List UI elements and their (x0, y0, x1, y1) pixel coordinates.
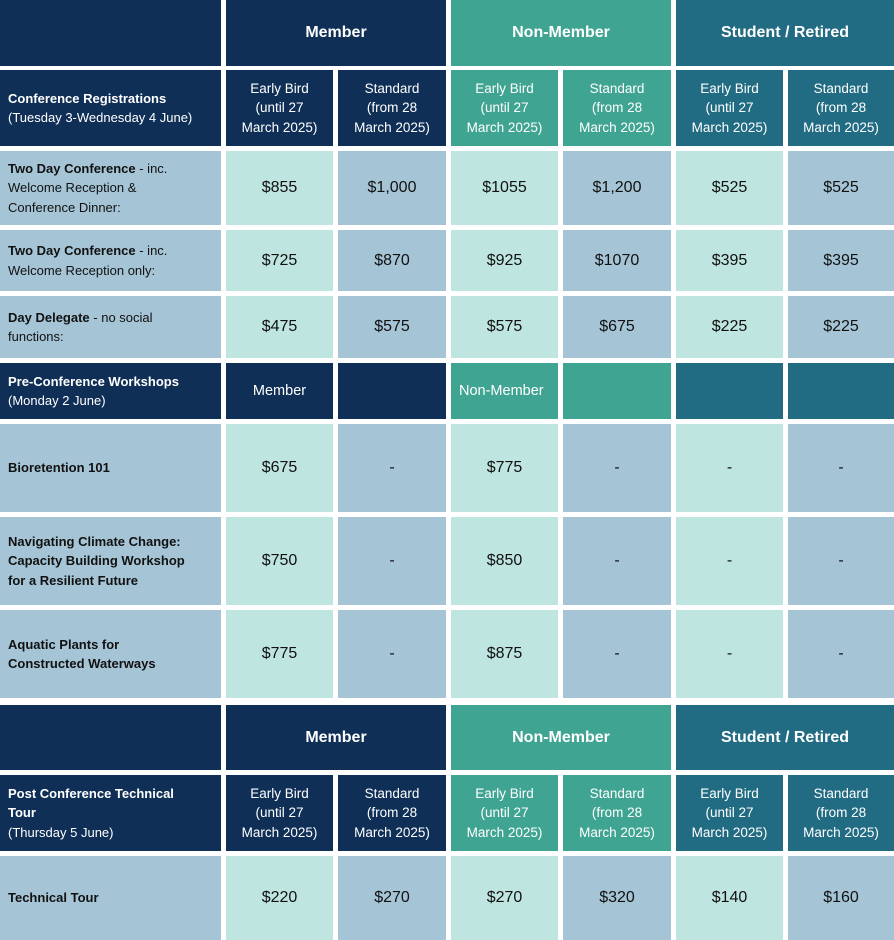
price-cell: $225 (676, 296, 783, 358)
row-label-technical-tour: Technical Tour (0, 856, 221, 940)
price-cell: - (563, 610, 671, 698)
conference-dates: (Tuesday 3-Wednesday 4 June) (8, 110, 193, 125)
price-cell: - (563, 424, 671, 512)
price-cell: - (676, 610, 783, 698)
row-label-two-day-conference-dinner: Two Day Conference - inc. Welcome Recepti… (0, 151, 221, 225)
sub-header-non-member-early-bird: Early Bird (until 27 March 2025) (451, 775, 558, 851)
price-cell: $675 (226, 424, 333, 512)
post-conference-tour-header: Post Conference Technical Tour (Thursday 5… (0, 775, 221, 851)
workshop-header-blank-cell (338, 363, 446, 419)
price-cell: $875 (451, 610, 558, 698)
row-label-two-day-conference-reception: Two Day Conference - inc. Welcome Recepti… (0, 230, 221, 291)
price-cell: $775 (226, 610, 333, 698)
price-cell: $775 (451, 424, 558, 512)
sub-header-member-early-bird: Early Bird (until 27 March 2025) (226, 775, 333, 851)
group-header-student-retired: Student / Retired (676, 705, 894, 770)
price-cell: $1070 (563, 230, 671, 291)
price-cell: - (338, 517, 446, 605)
price-cell: $855 (226, 151, 333, 225)
price-cell: $575 (338, 296, 446, 358)
pre-conference-workshops-header: Pre-Conference Workshops (Monday 2 June) (0, 363, 221, 419)
price-cell: $750 (226, 517, 333, 605)
sub-header-student-standard: Standard (from 28 March 2025) (788, 70, 894, 146)
row-label-navigating-climate-change: Navigating Climate Change: Capacity Build… (0, 517, 221, 605)
sub-header-non-member-early-bird: Early Bird (until 27 March 2025) (451, 70, 558, 146)
sub-header-member-early-bird: Early Bird (until 27 March 2025) (226, 70, 333, 146)
price-cell: $1,000 (338, 151, 446, 225)
price-cell: $1055 (451, 151, 558, 225)
workshop-header-blank-cell (676, 363, 783, 419)
price-cell: $225 (788, 296, 894, 358)
corner-header-cell (0, 705, 221, 770)
workshop-header-blank-cell (563, 363, 671, 419)
price-cell: - (676, 517, 783, 605)
conference-registrations-header: Conference Registrations (Tuesday 3-Wedne… (0, 70, 221, 146)
price-cell: $850 (451, 517, 558, 605)
conference-title: Conference Registrations (8, 90, 167, 106)
price-cell: $1,200 (563, 151, 671, 225)
price-cell: - (563, 517, 671, 605)
sub-header-student-early-bird: Early Bird (until 27 March 2025) (676, 775, 783, 851)
group-header-non-member: Non-Member (451, 0, 671, 66)
price-cell: - (338, 610, 446, 698)
price-cell: - (788, 424, 894, 512)
group-header-non-member: Non-Member (451, 705, 671, 770)
price-cell: $395 (676, 230, 783, 291)
price-cell: - (788, 610, 894, 698)
sub-header-non-member-standard: Standard (from 28 March 2025) (563, 70, 671, 146)
row-label-bioretention: Bioretention 101 (0, 424, 221, 512)
row-label-aquatic-plants: Aquatic Plants for Constructed Waterways (0, 610, 221, 698)
price-cell: $525 (676, 151, 783, 225)
group-header-member: Member (226, 0, 446, 66)
row-label-day-delegate: Day Delegate - no social functions: (0, 296, 221, 358)
sub-header-member-standard: Standard (from 28 March 2025) (338, 775, 446, 851)
price-cell: $870 (338, 230, 446, 291)
price-cell: $270 (451, 856, 558, 940)
price-cell: $675 (563, 296, 671, 358)
price-cell: $220 (226, 856, 333, 940)
price-cell: $270 (338, 856, 446, 940)
price-cell: $320 (563, 856, 671, 940)
sub-header-non-member-standard: Standard (from 28 March 2025) (563, 775, 671, 851)
sub-header-student-standard: Standard (from 28 March 2025) (788, 775, 894, 851)
corner-header-cell (0, 0, 221, 66)
workshop-non-member-label: Non-Member (451, 363, 558, 419)
workshop-header-blank-cell (788, 363, 894, 419)
group-header-student-retired: Student / Retired (676, 0, 894, 66)
price-cell: $475 (226, 296, 333, 358)
price-cell: - (338, 424, 446, 512)
price-cell: - (676, 424, 783, 512)
group-header-member: Member (226, 705, 446, 770)
price-cell: $525 (788, 151, 894, 225)
price-cell: $925 (451, 230, 558, 291)
workshop-member-label: Member (226, 363, 333, 419)
price-cell: $575 (451, 296, 558, 358)
price-cell: $140 (676, 856, 783, 940)
sub-header-student-early-bird: Early Bird (until 27 March 2025) (676, 70, 783, 146)
sub-header-member-standard: Standard (from 28 March 2025) (338, 70, 446, 146)
price-cell: - (788, 517, 894, 605)
price-cell: $160 (788, 856, 894, 940)
price-cell: $725 (226, 230, 333, 291)
price-cell: $395 (788, 230, 894, 291)
